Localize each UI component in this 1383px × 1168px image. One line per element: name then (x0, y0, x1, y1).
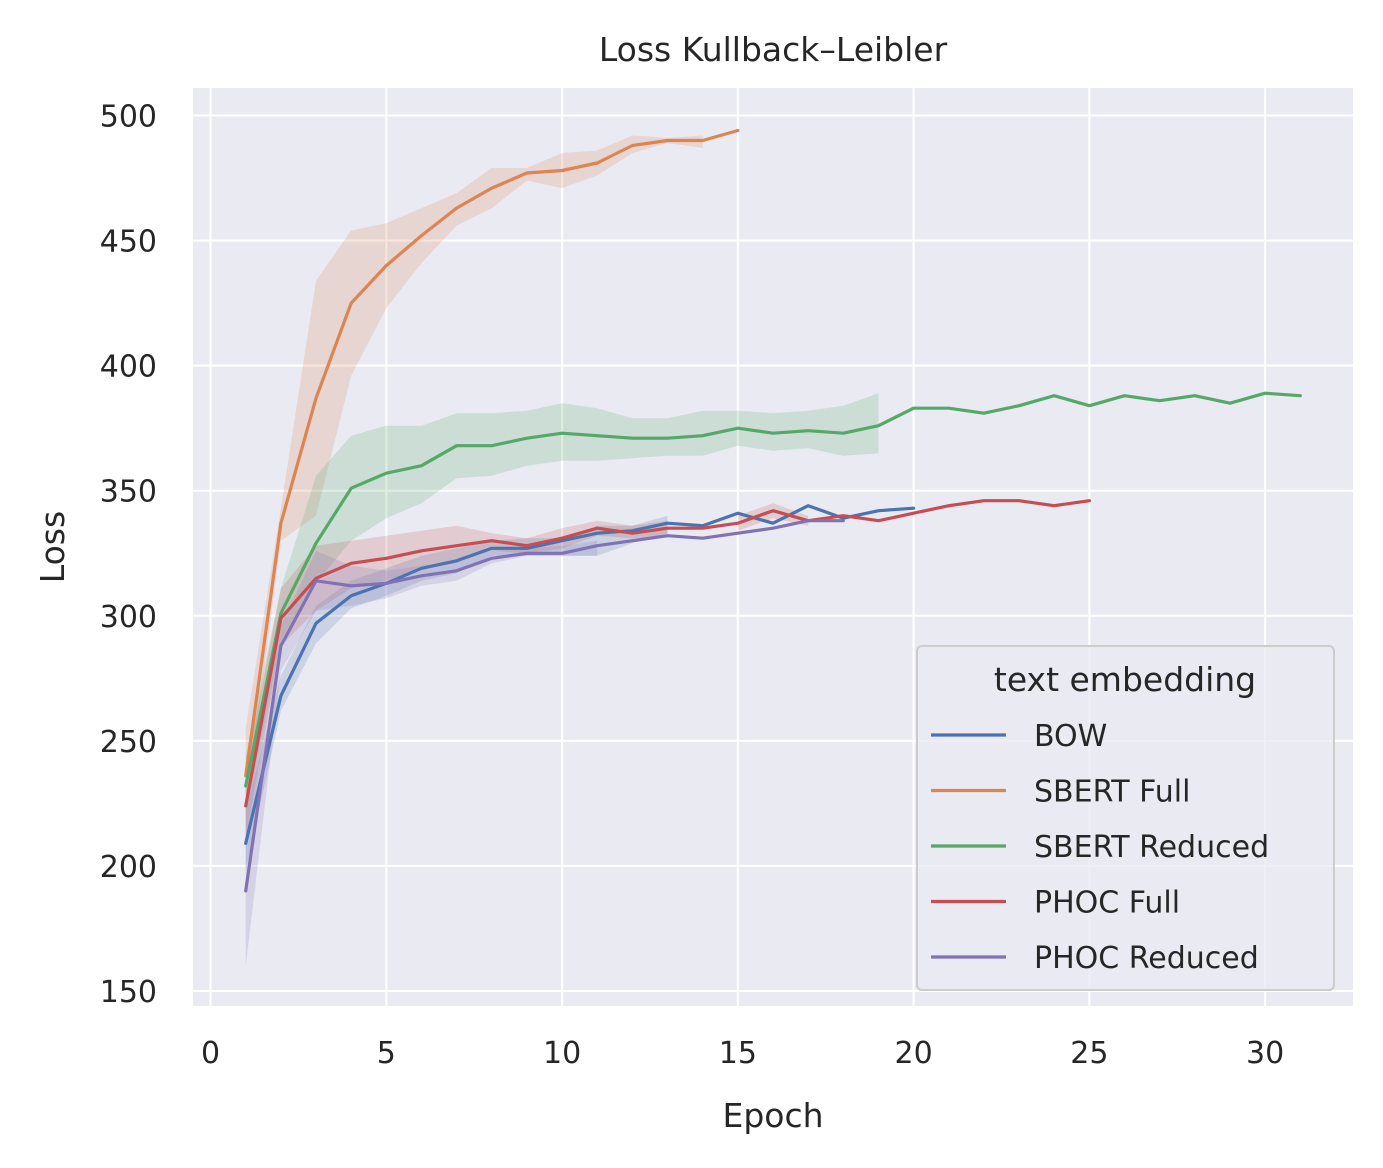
y-tick-label: 450 (100, 225, 157, 260)
series-line (244, 504, 916, 846)
legend: text embedding BOW SBERT Full SBERT Reduce… (916, 645, 1335, 991)
y-tick-label: 200 (100, 850, 157, 885)
legend-label: PHOC Reduced (1034, 941, 1259, 976)
confidence-band (737, 503, 809, 531)
series-lines (244, 128, 1302, 893)
x-tick-label: 25 (1070, 1036, 1108, 1071)
x-tick-label: 15 (719, 1036, 757, 1071)
series-line (244, 519, 845, 893)
confidence-band (245, 135, 703, 811)
y-tick-label: 150 (100, 975, 157, 1010)
y-tick-label: 500 (100, 100, 157, 135)
y-tick-label: 250 (100, 725, 157, 760)
confidence-band (245, 515, 668, 871)
x-axis-label: Epoch (722, 1096, 823, 1135)
series-line (244, 128, 740, 778)
y-tick-label: 300 (100, 600, 157, 635)
series-line (244, 499, 1092, 808)
series-line (244, 391, 1302, 788)
y-axis-label: Loss (33, 511, 72, 583)
x-tick-label: 30 (1246, 1036, 1284, 1071)
legend-box (916, 645, 1335, 991)
legend-label: BOW (1034, 719, 1107, 754)
y-tick-label: 350 (100, 475, 157, 510)
confidence-band (245, 393, 879, 816)
x-tick-label: 10 (543, 1036, 581, 1071)
legend-label: SBERT Full (1034, 775, 1190, 810)
chart-title: Loss Kullback–Leibler (599, 30, 948, 69)
confidence-bands (245, 135, 879, 966)
legend-label: PHOC Full (1034, 886, 1180, 921)
legend-title: text embedding (994, 660, 1256, 699)
legend-label: SBERT Reduced (1034, 830, 1269, 865)
y-tick-labels: 150 200 250 300 350 400 450 500 (100, 100, 157, 1010)
x-tick-label: 0 (201, 1036, 220, 1071)
x-tick-label: 5 (377, 1036, 396, 1071)
y-tick-label: 400 (100, 350, 157, 385)
x-tick-label: 20 (895, 1036, 933, 1071)
x-tick-labels: 0 5 10 15 20 25 30 (201, 1036, 1284, 1071)
